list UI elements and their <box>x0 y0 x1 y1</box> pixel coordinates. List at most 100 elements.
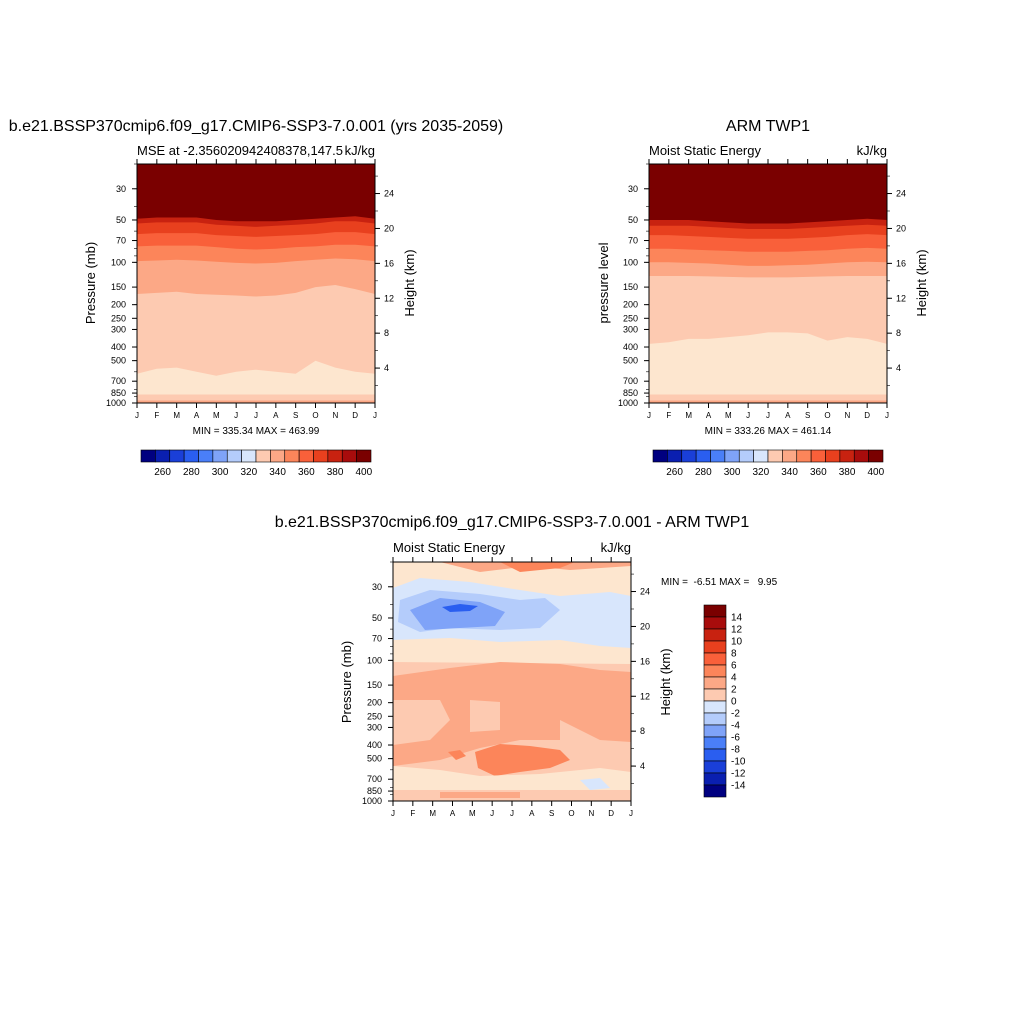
obs-htick-label: 20 <box>896 223 906 233</box>
obs-colorbar-box <box>710 449 726 463</box>
diff-ytick-label: 700 <box>367 774 382 784</box>
obs-panel: ARM TWP1 Moist Static Energy kJ/kg 30 50 7… <box>596 118 929 478</box>
model-colorbar-box <box>226 449 242 463</box>
obs-minmax: MIN = 333.26 MAX = 461.14 <box>705 426 832 437</box>
diff-band-2-4-mid <box>470 700 500 732</box>
obs-subtitle: Moist Static Energy <box>649 143 761 158</box>
model-colorbar-label: 340 <box>269 467 286 478</box>
diff-ytick-label: 150 <box>367 680 382 690</box>
diff-band-neg8-neg6 <box>442 604 478 612</box>
model-ytick-label: 250 <box>111 313 126 323</box>
obs-colorbar-box <box>667 449 683 463</box>
diff-colorbar-box <box>703 616 727 630</box>
obs-htick-label: 16 <box>896 258 906 268</box>
model-colorbar-label: 360 <box>298 467 315 478</box>
model-colorbar-label: 320 <box>240 467 257 478</box>
diff-ytick-label: 400 <box>367 740 382 750</box>
diff-xtick-label: A <box>529 809 535 818</box>
diff-colorbar-box <box>703 712 727 726</box>
obs-colorbar-label: 380 <box>839 467 856 478</box>
diff-xtick-label: S <box>549 809 554 818</box>
obs-colorbar-box <box>652 449 668 463</box>
diff-colorbar-box <box>703 784 727 798</box>
model-ytick-label: 200 <box>111 300 126 310</box>
obs-colorbar-box <box>825 449 841 463</box>
diff-colorbar-box <box>703 664 727 678</box>
diff-colorbar-label: 10 <box>731 637 743 648</box>
model-htick-label: 24 <box>384 189 394 199</box>
diff-ytick-label: 200 <box>367 698 382 708</box>
diff-colorbar-label: 4 <box>731 673 737 684</box>
diff-colorbar-box <box>703 688 727 702</box>
obs-htick-label: 4 <box>896 363 901 373</box>
obs-colorbar-box <box>753 449 769 463</box>
diff-xtick-label: J <box>629 809 633 818</box>
obs-colorbar-box <box>767 449 783 463</box>
diff-band-0-2-tropopause <box>393 650 631 664</box>
diff-htick-label: 20 <box>640 621 650 631</box>
model-ytick-label: 400 <box>111 342 126 352</box>
obs-ytick-label: 150 <box>623 282 638 292</box>
obs-colorbar-box <box>724 449 740 463</box>
model-colorbar-label: 300 <box>212 467 229 478</box>
model-xtick-label: F <box>154 411 159 420</box>
model-colorbar-box <box>270 449 286 463</box>
obs-xtick-label: O <box>824 411 830 420</box>
diff-colorbar-box <box>703 676 727 690</box>
obs-htick-label: 12 <box>896 293 906 303</box>
model-height-axis: 24 20 16 12 8 4 <box>375 175 394 386</box>
diff-title: b.e21.BSSP370cmip6.f09_g17.CMIP6-SSP3-7.… <box>275 514 750 531</box>
model-ytick-label: 30 <box>116 184 126 194</box>
diff-colorbar-label: 6 <box>731 661 737 672</box>
obs-htick-label: 24 <box>896 189 906 199</box>
model-xtick-label: A <box>273 411 279 420</box>
model-htick-label: 4 <box>384 363 389 373</box>
diff-height-axis: 24 20 16 12 8 4 <box>631 573 650 784</box>
diff-xtick-label: J <box>391 809 395 818</box>
obs-band-surface-warm <box>649 400 887 403</box>
diff-ylabel-right: Height (km) <box>658 648 673 715</box>
model-colorbar: 260 280 300 320 340 360 380 400 <box>140 449 373 478</box>
diff-ytick-label: 300 <box>367 722 382 732</box>
model-colorbar-box <box>140 449 156 463</box>
model-ytick-label: 1000 <box>106 398 126 408</box>
obs-colorbar-box <box>868 449 884 463</box>
obs-title: ARM TWP1 <box>726 118 810 135</box>
diff-ytick-label: 50 <box>372 613 382 623</box>
diff-colorbar-label: 2 <box>731 685 737 696</box>
obs-xtick-label: J <box>647 411 651 420</box>
obs-ytick-label: 50 <box>628 215 638 225</box>
diff-colorbar-label: -12 <box>731 769 746 780</box>
obs-ytick-label: 850 <box>623 388 638 398</box>
diff-band-0-2-lower <box>393 766 631 790</box>
diff-colorbar-label: 0 <box>731 697 737 708</box>
model-subtitle: MSE at -2.356020942408378,147.5 <box>137 143 343 158</box>
obs-colorbar-label: 340 <box>781 467 798 478</box>
obs-colorbar-label: 320 <box>752 467 769 478</box>
diff-xtick-label: O <box>568 809 574 818</box>
model-colorbar-box <box>255 449 271 463</box>
diff-htick-label: 12 <box>640 691 650 701</box>
model-colorbar-label: 380 <box>327 467 344 478</box>
model-band-surface <box>137 394 375 403</box>
obs-colorbar-box <box>782 449 798 463</box>
model-ytick-label: 500 <box>111 356 126 366</box>
model-ytick-label: 150 <box>111 282 126 292</box>
diff-colorbar-box <box>703 652 727 666</box>
obs-height-axis: 24 20 16 12 8 4 <box>887 175 906 386</box>
obs-xtick-label: F <box>666 411 671 420</box>
obs-ytick-label: 400 <box>623 342 638 352</box>
diff-contour-field <box>393 562 631 801</box>
diff-xtick-label: N <box>588 809 594 818</box>
model-xtick-label: N <box>332 411 338 420</box>
obs-colorbar-box <box>839 449 855 463</box>
obs-colorbar-box <box>853 449 869 463</box>
obs-colorbar-label: 300 <box>724 467 741 478</box>
obs-ytick-label: 250 <box>623 313 638 323</box>
diff-ylabel: Pressure (mb) <box>339 641 354 723</box>
model-colorbar-box <box>298 449 314 463</box>
